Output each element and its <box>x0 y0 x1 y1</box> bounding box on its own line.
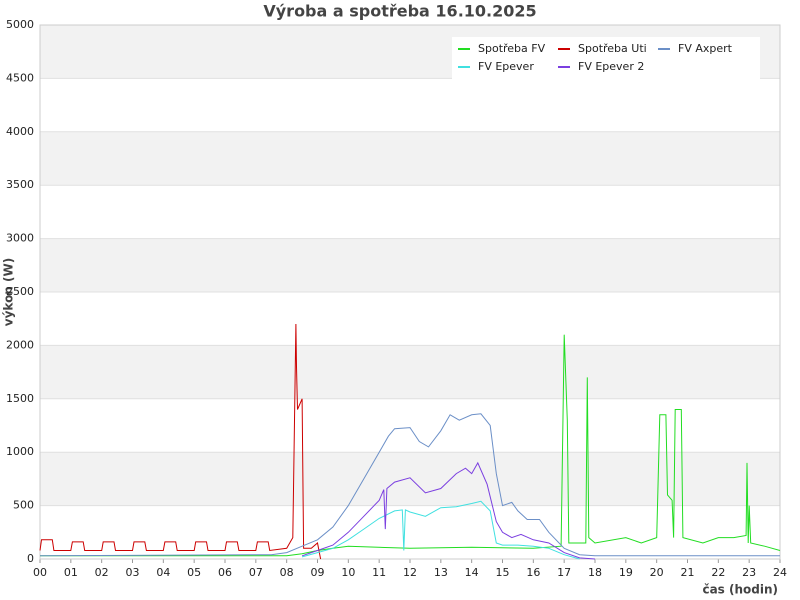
grid-band <box>40 131 780 186</box>
series-line <box>39 413 780 557</box>
y-tick-label: 2500 <box>6 285 34 298</box>
y-tick-label: 1000 <box>6 445 34 458</box>
grid-band <box>40 345 780 399</box>
x-tick-label: 00 <box>33 566 47 579</box>
x-tick-label: 22 <box>711 566 725 579</box>
x-tick-label: 08 <box>280 566 294 579</box>
x-tick-label: 17 <box>557 566 571 579</box>
series-line <box>40 334 781 557</box>
x-tick-label: 24 <box>773 566 787 579</box>
grid-band <box>40 452 780 506</box>
x-tick-label: 19 <box>619 566 633 579</box>
plot-border <box>39 24 781 560</box>
x-tick-label: 05 <box>187 566 201 579</box>
y-tick-label: 4500 <box>6 71 34 84</box>
series-line <box>301 461 596 560</box>
chart-title: Výroba a spotřeba 16.10.2025 <box>263 2 536 21</box>
x-tick-label: 01 <box>64 566 78 579</box>
y-tick-label: 0 <box>27 552 34 565</box>
x-tick-label: 16 <box>526 566 540 579</box>
y-tick-label: 3500 <box>6 178 34 191</box>
x-tick-label: 21 <box>681 566 695 579</box>
x-tick-label: 13 <box>434 566 448 579</box>
x-tick-label: 02 <box>95 566 109 579</box>
y-tick-label: 1500 <box>6 392 34 405</box>
y-axis-label: výkon (W) <box>2 258 16 326</box>
legend-label: FV Epever <box>478 60 534 73</box>
x-tick-label: 10 <box>341 566 355 579</box>
legend-label: FV Axpert <box>678 42 733 55</box>
legend-label: Spotřeba Uti <box>578 42 647 55</box>
x-tick-label: 06 <box>218 566 232 579</box>
grid-band <box>40 238 780 292</box>
x-tick-label: 18 <box>588 566 602 579</box>
y-tick-label: 2000 <box>6 338 34 351</box>
x-tick-label: 11 <box>372 566 386 579</box>
x-tick-label: 03 <box>126 566 140 579</box>
series-line <box>301 500 580 560</box>
x-tick-label: 20 <box>650 566 664 579</box>
x-tick-label: 15 <box>496 566 510 579</box>
y-tick-label: 3000 <box>6 232 34 245</box>
y-tick-label: 5000 <box>6 18 34 31</box>
series-line <box>39 323 322 560</box>
x-axis-label: čas (hodin) <box>702 583 778 597</box>
legend-box <box>452 37 760 81</box>
y-tick-label: 4000 <box>6 125 34 138</box>
x-tick-label: 23 <box>742 566 756 579</box>
x-tick-label: 12 <box>403 566 417 579</box>
legend-label: Spotřeba FV <box>478 42 546 55</box>
x-tick-label: 07 <box>249 566 263 579</box>
x-tick-label: 09 <box>311 566 325 579</box>
x-tick-label: 04 <box>156 566 170 579</box>
legend-label: FV Epever 2 <box>578 60 644 73</box>
x-tick-label: 14 <box>465 566 479 579</box>
y-tick-label: 500 <box>13 499 34 512</box>
